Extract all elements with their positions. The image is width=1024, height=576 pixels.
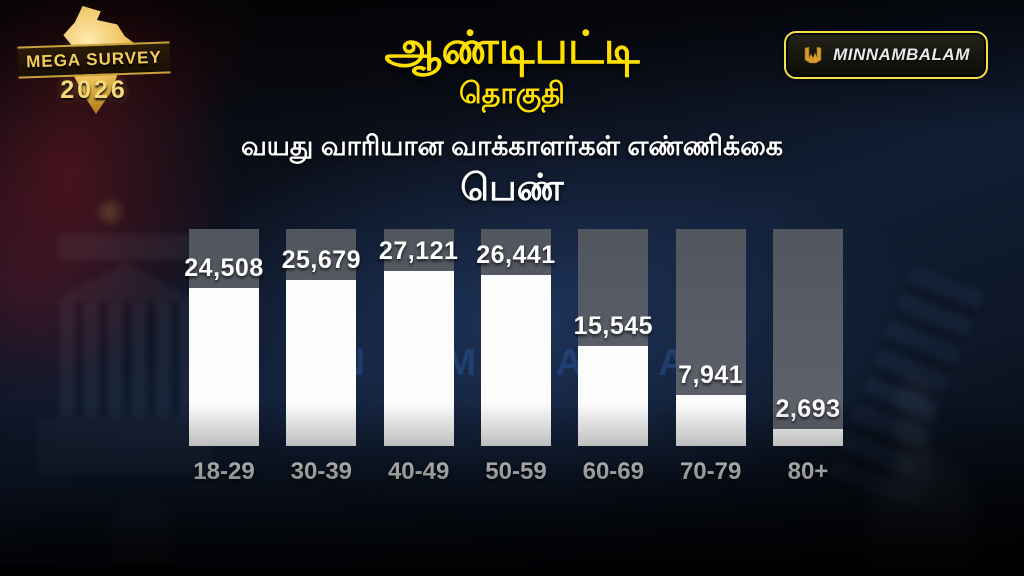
bar-value-label: 7,941 (678, 361, 744, 389)
bar-column-18-29: 24,508 18-29 (184, 229, 263, 485)
bar-fill (480, 275, 551, 446)
bar-fill (383, 271, 454, 446)
logo-title: MEGA SURVEY (25, 47, 163, 72)
logo-year: 2026 (60, 76, 128, 104)
brand-badge: MINNAMBALAM (784, 31, 988, 79)
bar-value-label: 24,508 (184, 254, 264, 282)
minnambalam-logo-icon (804, 46, 822, 64)
bar-fill (578, 346, 649, 446)
bar-column-60-69: 15,545 60-69 (574, 229, 653, 485)
bar-fill (772, 429, 843, 446)
bottom-black-strip (0, 566, 1024, 576)
bar-category-label: 18-29 (193, 458, 255, 485)
bar-column-30-39: 25,679 30-39 (282, 229, 361, 485)
mega-survey-logo: MEGA SURVEY 2026 (17, 4, 171, 118)
building-signboard-image (58, 234, 192, 260)
bar-value-label: 27,121 (378, 237, 459, 265)
bar-value-label: 25,679 (281, 246, 362, 274)
building-pediment-image (52, 262, 198, 302)
bar-value-label: 26,441 (476, 241, 556, 269)
brand-name: MINNAMBALAM (833, 45, 970, 64)
logo-banner: MEGA SURVEY (17, 41, 171, 79)
building-columns-image (60, 302, 190, 417)
gender-label: பெண் (460, 167, 564, 208)
bar-column-50-59: 26,441 50-59 (476, 229, 555, 485)
bar-column-70-79: 7,941 70-79 (675, 229, 746, 485)
building-arch-image (112, 498, 174, 576)
bar-fill (286, 280, 357, 446)
bar-fill (675, 395, 746, 446)
bar-value-label: 15,545 (573, 312, 654, 340)
chart-heading: வயது வாரியான வாக்காளர்கள் எண்ணிக்கை (240, 131, 784, 161)
bar-value-label: 2,693 (775, 395, 841, 423)
bar-category-label: 70-79 (679, 458, 742, 485)
bar-column-40-49: 27,121 40-49 (379, 229, 458, 485)
bar-category-label: 60-69 (582, 458, 644, 485)
bar-category-label: 30-39 (290, 458, 353, 485)
bar-column-80+: 2,693 80+ (772, 229, 843, 485)
voter-hand-image (868, 455, 978, 576)
age-distribution-bar-chart: 24,508 18-29 25,679 30-39 27,121 40-49 26,441 5… (184, 229, 843, 489)
bar-category-label: 40-49 (387, 458, 450, 485)
bar-fill (189, 288, 259, 446)
bar-category-label: 80+ (787, 458, 829, 485)
bar-category-label: 50-59 (485, 458, 547, 485)
